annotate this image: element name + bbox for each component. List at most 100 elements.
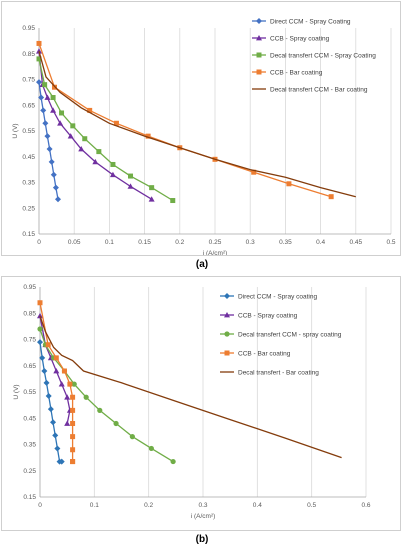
y-tick-label: 0.15 xyxy=(23,494,36,501)
legend-item-1: CCB - Spray coating xyxy=(220,312,298,319)
legend-marker xyxy=(256,69,262,75)
series-0-point xyxy=(44,133,51,140)
series-1-point xyxy=(57,120,64,126)
series-3-point xyxy=(251,169,257,175)
y-tick-label: 0.65 xyxy=(23,363,36,370)
series-3-point xyxy=(286,181,292,187)
series-0-point xyxy=(41,368,48,374)
panel-label-a: (a) xyxy=(195,259,209,270)
chart-frame-b: 0 0.1 0.2 0.3 0.4 0.5 0.6 0.15 0.25 0.35 0.45 0.55 0… xyxy=(1,276,401,531)
series-1-point xyxy=(44,94,51,100)
series-2-point xyxy=(128,173,134,179)
y-tick-label: 0.85 xyxy=(23,310,36,317)
y-tick-label: 0.35 xyxy=(22,180,35,187)
legend-marker xyxy=(256,52,262,58)
series-3-point xyxy=(70,394,76,400)
y-tick-label: 0.35 xyxy=(23,442,36,449)
legend-item-0: Direct CCM - Spray coating xyxy=(220,293,317,300)
series-2 xyxy=(37,326,176,465)
legend-label: Decal transfert - Bar coating xyxy=(238,369,319,376)
series-3 xyxy=(36,40,334,200)
legend-item-4: Decal transfert CCM - Bar coating xyxy=(252,86,368,93)
x-tick-label: 0.5 xyxy=(307,502,316,509)
series-2-point xyxy=(129,434,135,440)
series-line-3 xyxy=(38,43,332,198)
x-tick-label: 0.3 xyxy=(198,502,207,509)
x-tick-label: 0.45 xyxy=(349,239,362,246)
y-tick-label: 0.25 xyxy=(22,205,35,212)
series-line-4 xyxy=(38,51,356,198)
series-1-point xyxy=(58,381,65,387)
legend-label: Decal transfert CCM - spray coating xyxy=(238,331,342,338)
chart-frame-a: 0 0.05 0.1 0.15 0.2 0.25 0.3 0.35 0.4 0.45 0.5 0.15… xyxy=(1,1,401,257)
series-2-point xyxy=(170,198,176,204)
series-2-point xyxy=(96,149,102,155)
legend-marker xyxy=(224,350,230,356)
series-3-point xyxy=(328,194,334,200)
x-tick-label: 0 xyxy=(38,502,42,509)
x-tick-label: 0.1 xyxy=(105,239,114,246)
x-tick-label: 0.4 xyxy=(253,502,262,509)
series-line-1 xyxy=(38,51,152,200)
series-line-2 xyxy=(39,328,174,463)
x-tick-label: 0.2 xyxy=(175,239,184,246)
legend-label: CCB - Spray coating xyxy=(270,35,330,42)
y-tick-label: 0.75 xyxy=(23,337,36,344)
x-tick-label: 0.5 xyxy=(386,239,395,246)
legend-item-2: Decal transfert CCM - spray coating xyxy=(220,331,342,338)
legend-label: Decal transfert CCM - Bar coating xyxy=(270,86,368,93)
series-2-point xyxy=(71,381,77,387)
x-tick-label: 0.25 xyxy=(209,239,222,246)
y-tick-label: 0.25 xyxy=(23,468,36,475)
series-0-point xyxy=(48,158,55,165)
series-4 xyxy=(38,51,356,198)
series-2-point xyxy=(113,420,119,427)
series-1-point xyxy=(92,158,99,165)
legend-label: Decal transfert CCM - Spray Coating xyxy=(270,52,376,59)
series-1-point xyxy=(64,394,71,400)
series-2-point xyxy=(97,407,103,413)
series-3-point xyxy=(45,342,51,348)
legend-label: CCB - Bar coating xyxy=(238,350,291,357)
series-2-point xyxy=(82,136,88,142)
series-line-4 xyxy=(39,315,342,459)
series-3-point xyxy=(70,447,76,453)
y-tick-label: 0.95 xyxy=(22,25,35,32)
series-1-point xyxy=(127,183,134,189)
series-2-point xyxy=(36,56,42,62)
series-1-point xyxy=(64,420,71,426)
series-3-point xyxy=(67,381,73,387)
x-tick-label: 0 xyxy=(37,239,41,246)
series-2-point xyxy=(110,161,116,167)
series-0-point xyxy=(39,354,46,361)
series-2-point xyxy=(70,123,76,129)
series-1-point xyxy=(36,48,42,54)
legend-label: CCB - Bar coating xyxy=(270,69,323,76)
legend-marker xyxy=(256,18,262,24)
chart-a-svg: 0 0.05 0.1 0.15 0.2 0.25 0.3 0.35 0.4 0.45 0.5 0.15… xyxy=(12,18,396,257)
series-2-point xyxy=(37,326,43,332)
y-tick-label: 0.45 xyxy=(22,154,35,161)
x-tick-label: 0.1 xyxy=(90,502,99,509)
series-0-point xyxy=(47,406,54,413)
legend-item-0: Direct CCM - Spray Coating xyxy=(252,18,351,25)
y-tick-label: 0.65 xyxy=(22,102,35,109)
series-0-point xyxy=(38,94,45,101)
x-tick-label: 0.3 xyxy=(246,239,255,246)
x-tick-label: 0.35 xyxy=(279,239,292,246)
series-3-point xyxy=(36,40,42,46)
y-tick-label: 0.85 xyxy=(22,51,35,58)
series-line-2 xyxy=(38,58,174,202)
y-axis-title: U (V) xyxy=(13,384,20,399)
legend-item-3: CCB - Bar coating xyxy=(252,69,323,76)
series-3 xyxy=(37,300,76,465)
y-tick-label: 0.55 xyxy=(23,389,36,396)
panel-label-b: (b) xyxy=(195,534,209,545)
series-3-point xyxy=(70,421,76,426)
series-0 xyxy=(36,79,62,203)
series-0-point xyxy=(55,196,62,203)
series-2-point xyxy=(42,82,48,88)
series-line-0 xyxy=(38,82,59,200)
series-3-point xyxy=(70,407,76,413)
series-3-point xyxy=(87,107,93,113)
